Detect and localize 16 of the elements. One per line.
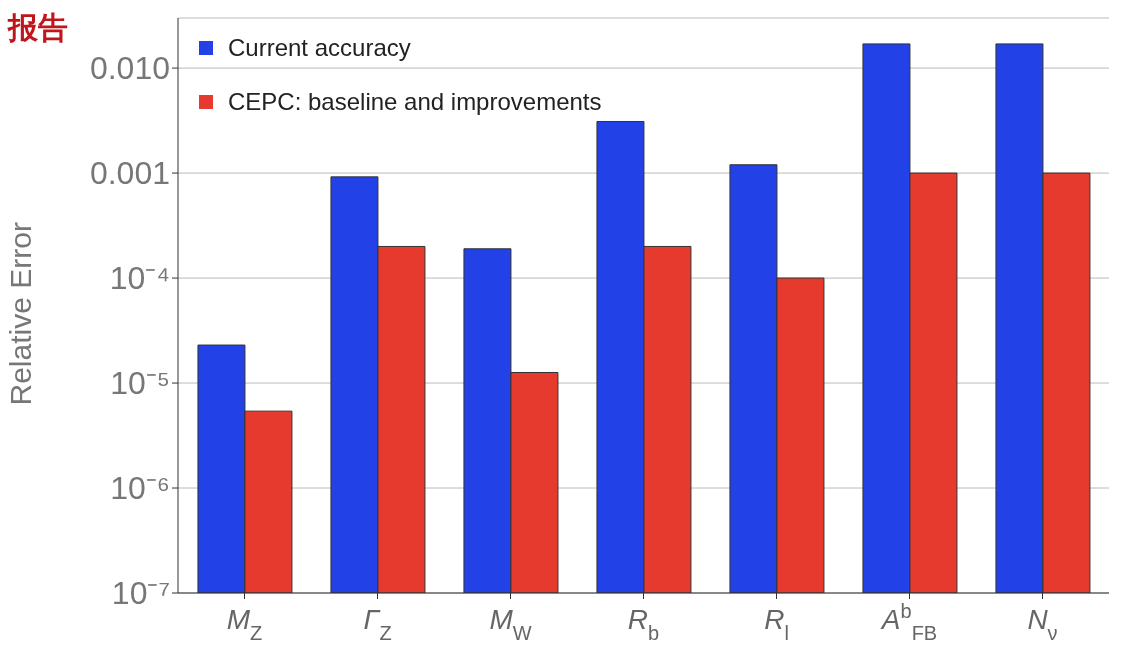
x-tick-label: Γ$_{Z}$: [363, 604, 392, 644]
y-tick-label: 10⁻⁶: [110, 470, 170, 507]
y-tick-label: 0.010: [89, 50, 170, 87]
y-tick-label: 0.001: [89, 155, 170, 192]
y-tick-label: 10⁻⁵: [110, 365, 170, 402]
x-tick-label: R$_{l}$: [764, 604, 789, 644]
legend-label: Current accuracy: [227, 33, 412, 63]
x-tick-label: R$_{b}$: [627, 604, 660, 644]
x-tick-label: M$_{W}$: [489, 604, 532, 644]
x-tick-label: N$_{ν}$: [1027, 604, 1058, 644]
text: 报告: [8, 10, 68, 46]
y-tick-label: 10⁻⁴: [109, 260, 170, 297]
y-axis-title: Relative Error: [3, 222, 37, 406]
y-tick-label: 10⁻⁷: [111, 575, 170, 612]
x-tick-label: M$_{Z}$: [226, 604, 263, 644]
legend-label: CEPC: baseline and improvements: [227, 87, 602, 117]
